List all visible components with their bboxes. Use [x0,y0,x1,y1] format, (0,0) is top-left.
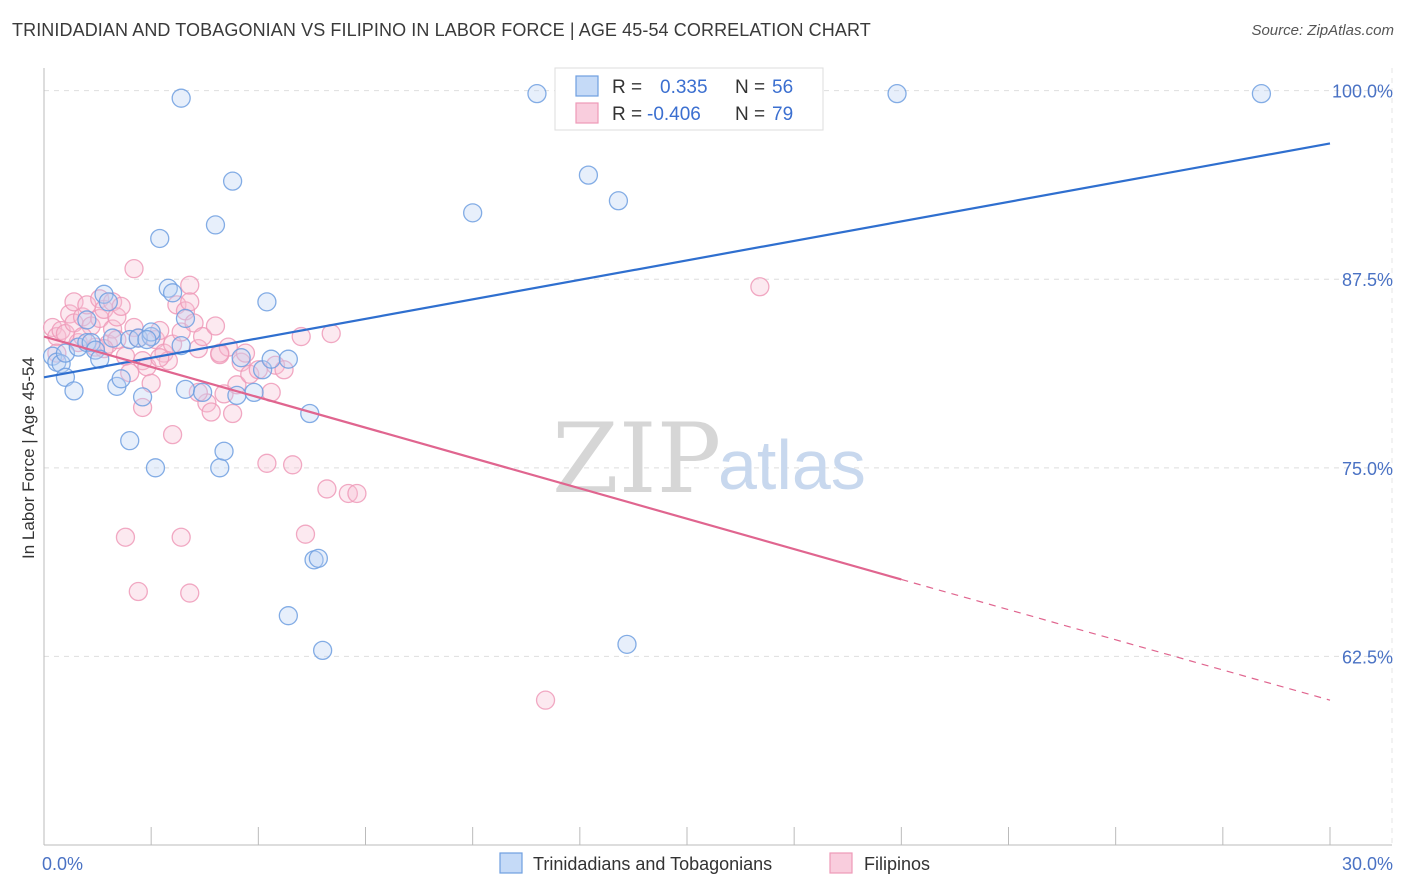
filipino-point-59 [274,360,294,380]
trinidadian-point-24 [150,228,170,249]
bottom-legend-swatch-trinidadian [499,852,523,874]
filipino-point-24 [124,259,144,279]
y-tick-labels: 100.0% 87.5% 75.0% 62.5% [1332,82,1393,668]
chart-title: TRINIDADIAN AND TOBAGONIAN VS FILIPINO I… [12,20,871,40]
legend-n-value-2: 79 [772,104,793,125]
trinidadian-point-54 [1251,83,1272,104]
y-tick-label-1: 87.5% [1342,270,1393,290]
trinidadian-point-37 [231,348,251,368]
filipino-point-70 [180,583,200,603]
bottom-legend-trinidadian: Trinidadians and Tobagonians [533,854,772,874]
axes [43,68,1392,846]
legend: R = 0.335 N = 56 R = -0.406 N = 79 [554,67,824,131]
filipino-point-72 [535,690,556,710]
trinidadian-point-46 [278,606,298,626]
trinidadian-point-23 [145,458,166,478]
trinidadian-point-28 [171,88,191,108]
legend-box [554,67,824,131]
legend-swatch-filipino [575,102,599,124]
filipino-point-60 [282,455,303,475]
filipino-point-71 [210,343,230,363]
x-tick-label-0: 0.0% [42,854,83,874]
trinidadian-point-20 [132,387,153,407]
legend-r-value-1: 0.335 [660,77,708,98]
filipino-point-41 [184,313,204,333]
trinidadian-point-49 [527,83,547,104]
filipino-point-67 [115,527,136,547]
source-credit: Source: ZipAtlas.com [1251,22,1394,39]
filipino-point-43 [192,326,213,347]
trendline-1 [43,335,902,581]
filipino-point-63 [317,479,337,499]
y-tick-label-3: 62.5% [1342,647,1393,667]
bottom-legend: Trinidadians and Tobagonians Filipinos [499,852,930,874]
trinidadian-point-45 [312,640,333,661]
filipino-point-40 [180,292,200,312]
bottom-legend-filipino: Filipinos [864,854,930,874]
y-tick-label-2: 75.0% [1342,459,1393,479]
trinidadian-point-42 [278,349,298,369]
trinidadian-point-40 [257,292,277,312]
watermark-zip: ZIP [552,403,721,515]
bottom-legend-swatch-filipino [829,852,853,874]
trinidadian-point-5 [64,381,84,401]
trendlines [43,142,1331,701]
trinidadian-point-35 [222,171,243,191]
filipino-point-56 [257,453,277,473]
trinidadian-points [42,83,1272,661]
legend-n-value-1: 56 [772,77,793,98]
x-tick-labels: 0.0% 30.0% [42,854,1393,874]
trinidadian-point-13 [98,292,118,312]
trinidadian-point-26 [162,283,183,303]
filipino-point-73 [750,277,770,297]
trinidadian-point-29 [175,308,196,329]
trinidadian-point-8 [77,310,97,330]
legend-r-value-2: -0.406 [647,104,701,125]
legend-r-label-2: R = [612,104,642,125]
y-axis-title: In Labor Force | Age 45-54 [19,357,38,559]
trinidadian-point-50 [578,165,599,185]
trinidadian-point-34 [214,441,234,461]
trinidadian-point-55 [137,329,157,350]
trinidadian-point-52 [617,634,637,654]
filipino-point-29 [141,373,161,393]
trinidadian-point-16 [111,369,131,389]
filipino-point-18 [107,307,127,327]
watermark: ZIP atlas [552,403,866,515]
trinidadian-point-53 [887,83,907,104]
trinidadian-point-51 [608,191,629,211]
filipino-point-62 [295,524,316,544]
filipino-point-69 [171,527,191,547]
filipino-point-50 [222,403,243,424]
filipino-point-35 [162,424,183,445]
filipino-point-27 [132,397,153,418]
legend-n-label-2: N = [735,104,765,125]
filipino-point-68 [128,581,148,602]
trendline-2 [901,578,1331,701]
trinidadian-point-31 [192,382,213,403]
trinidadian-point-14 [102,328,123,348]
x-tick-label-1: 30.0% [1342,854,1393,874]
legend-r-label-1: R = [612,77,642,98]
trinidadian-point-33 [210,458,230,478]
trinidadian-point-47 [308,548,328,568]
filipino-point-46 [205,316,226,336]
y-tick-label-0: 100.0% [1332,82,1393,102]
legend-swatch-trinidadian [575,75,599,97]
trendline-0 [43,142,1331,379]
trinidadian-point-27 [171,335,191,356]
filipino-point-66 [347,483,367,504]
trinidadian-point-18 [120,431,140,451]
filipino-point-45 [201,402,221,422]
legend-n-label-1: N = [735,77,765,98]
trinidadian-point-30 [175,379,196,400]
trinidadian-point-41 [261,349,281,369]
watermark-atlas: atlas [718,426,866,504]
trinidadian-point-48 [463,203,483,223]
trinidadian-point-32 [205,215,226,235]
filipino-point-39 [180,275,200,295]
